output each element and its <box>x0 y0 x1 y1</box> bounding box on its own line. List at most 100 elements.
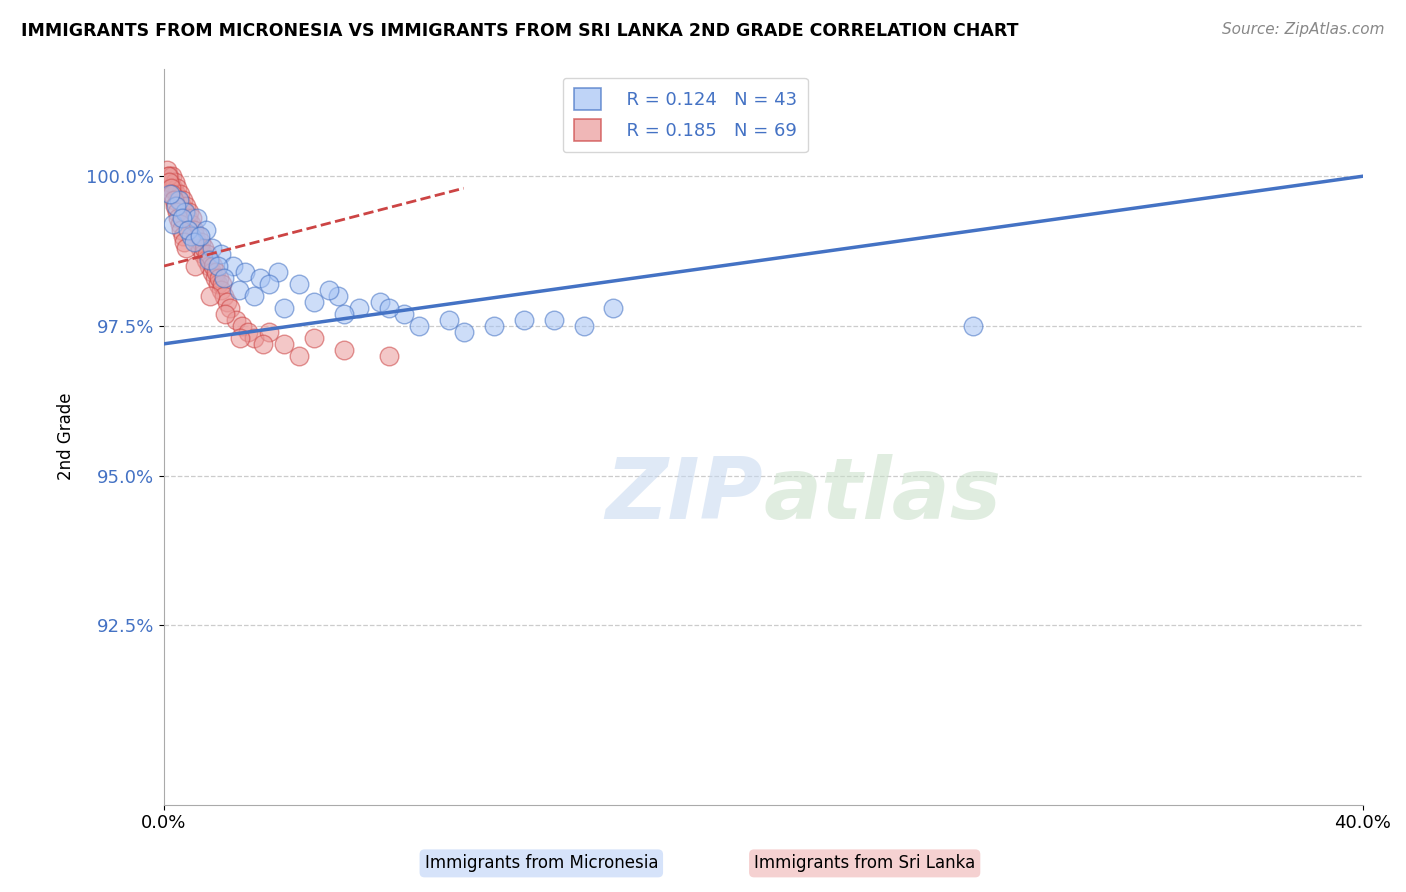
Text: Source: ZipAtlas.com: Source: ZipAtlas.com <box>1222 22 1385 37</box>
Point <box>214 307 236 321</box>
Point <box>166 181 188 195</box>
Point <box>211 277 233 291</box>
Point <box>198 253 221 268</box>
Point <box>209 247 232 261</box>
Point <box>162 181 184 195</box>
Point <box>208 271 231 285</box>
Point <box>201 241 224 255</box>
Point <box>543 313 565 327</box>
Point <box>179 205 201 219</box>
Point <box>215 294 238 309</box>
Point <box>162 193 184 207</box>
Point <box>180 229 202 244</box>
Point <box>377 301 399 315</box>
Point <box>177 211 200 226</box>
Point <box>453 325 475 339</box>
Point <box>173 235 195 249</box>
Point <box>377 349 399 363</box>
Point <box>236 325 259 339</box>
Point <box>160 169 183 184</box>
Point <box>225 313 247 327</box>
Text: Immigrants from Sri Lanka: Immigrants from Sri Lanka <box>754 855 976 872</box>
Point <box>174 241 197 255</box>
Point <box>187 229 209 244</box>
Point <box>194 253 217 268</box>
Point <box>368 294 391 309</box>
Point <box>162 187 184 202</box>
Point <box>437 313 460 327</box>
Point <box>170 223 193 237</box>
Y-axis label: 2nd Grade: 2nd Grade <box>58 392 75 481</box>
Point <box>233 265 256 279</box>
Point <box>186 211 208 226</box>
Point <box>162 217 184 231</box>
Point <box>174 205 197 219</box>
Point <box>167 193 190 207</box>
Point <box>212 289 235 303</box>
Point <box>173 193 195 207</box>
Point <box>212 271 235 285</box>
Point <box>186 235 208 249</box>
Point <box>602 301 624 315</box>
Point <box>222 259 245 273</box>
Point <box>572 318 595 333</box>
Point <box>326 289 349 303</box>
Point <box>288 349 311 363</box>
Point <box>183 235 205 249</box>
Point <box>347 301 370 315</box>
Point <box>156 169 179 184</box>
Point <box>231 318 253 333</box>
Point <box>184 259 207 273</box>
Point <box>181 211 204 226</box>
Point <box>169 217 191 231</box>
Point <box>177 223 200 237</box>
Point <box>172 229 194 244</box>
Point <box>169 187 191 202</box>
Point <box>165 199 187 213</box>
Point <box>167 193 190 207</box>
Point <box>205 265 228 279</box>
Point <box>333 307 356 321</box>
Point <box>159 175 181 189</box>
Point <box>193 241 215 255</box>
Point <box>157 169 180 184</box>
Point <box>180 217 202 231</box>
Point <box>512 313 534 327</box>
Point <box>190 235 212 249</box>
Text: atlas: atlas <box>763 454 1001 537</box>
Point <box>201 265 224 279</box>
Point <box>159 181 181 195</box>
Point <box>165 199 187 213</box>
Point <box>156 163 179 178</box>
Point <box>207 277 229 291</box>
Text: IMMIGRANTS FROM MICRONESIA VS IMMIGRANTS FROM SRI LANKA 2ND GRADE CORRELATION CH: IMMIGRANTS FROM MICRONESIA VS IMMIGRANTS… <box>21 22 1018 40</box>
Point <box>273 301 295 315</box>
Point <box>200 289 222 303</box>
Point <box>166 205 188 219</box>
Point <box>288 277 311 291</box>
Point <box>194 223 217 237</box>
Point <box>302 331 325 345</box>
Text: Immigrants from Micronesia: Immigrants from Micronesia <box>425 855 658 872</box>
Point <box>257 277 280 291</box>
Point <box>257 325 280 339</box>
Point <box>184 229 207 244</box>
Point <box>219 301 242 315</box>
Point <box>197 247 219 261</box>
Point <box>165 187 187 202</box>
Point <box>163 175 186 189</box>
Point <box>198 259 221 273</box>
Point <box>167 211 190 226</box>
Point <box>243 289 266 303</box>
Point <box>267 265 290 279</box>
Point <box>318 283 340 297</box>
Point <box>188 241 211 255</box>
Point <box>209 283 232 297</box>
Point <box>392 307 415 321</box>
Point <box>482 318 505 333</box>
Point <box>204 271 226 285</box>
Point <box>157 175 180 189</box>
Point <box>170 199 193 213</box>
Point <box>408 318 430 333</box>
Point <box>273 336 295 351</box>
